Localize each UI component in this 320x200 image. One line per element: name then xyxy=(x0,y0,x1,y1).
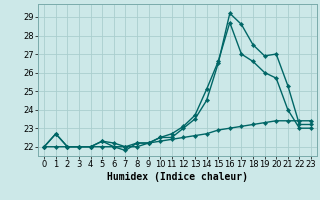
X-axis label: Humidex (Indice chaleur): Humidex (Indice chaleur) xyxy=(107,172,248,182)
